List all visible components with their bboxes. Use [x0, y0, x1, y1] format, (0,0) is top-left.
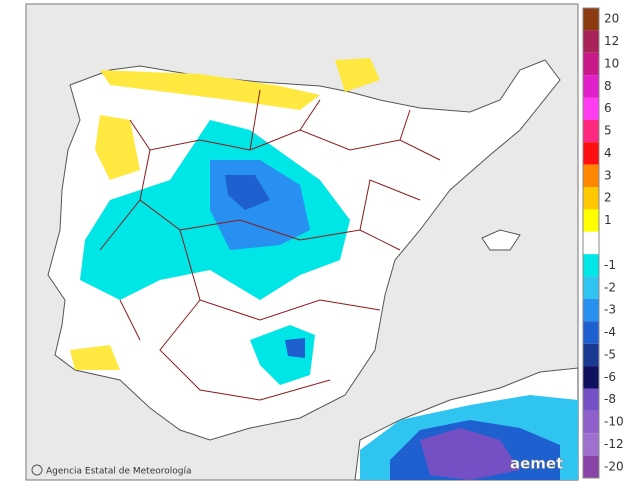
- legend-label: -2: [604, 280, 616, 294]
- legend-swatch: [583, 209, 599, 232]
- legend-label: -10: [604, 415, 624, 429]
- legend-swatch: [583, 276, 599, 299]
- legend-swatch: [583, 187, 599, 210]
- cold-area: [285, 338, 305, 358]
- credit: Agencia Estatal de Meteorología: [46, 467, 192, 477]
- legend-label: -3: [604, 303, 616, 317]
- legend-swatch: [583, 142, 599, 165]
- legend-swatch: [583, 298, 599, 322]
- legend-label: 6: [604, 101, 612, 115]
- legend-label: 3: [604, 168, 612, 182]
- legend-label: 4: [604, 146, 612, 160]
- legend-frame: [582, 7, 600, 479]
- warm-area: [95, 115, 140, 180]
- legend-swatch: [583, 254, 599, 277]
- warm-area: [70, 345, 120, 370]
- legend-swatch: [583, 321, 599, 344]
- legend-swatch: [583, 75, 599, 98]
- legend-label: -20: [604, 459, 624, 473]
- legend-gap: [583, 231, 599, 255]
- legend-swatch: [583, 119, 599, 143]
- legend-swatch: [583, 433, 599, 456]
- legend-swatch: [583, 52, 599, 76]
- legend-swatch: [583, 343, 599, 367]
- legend-swatch: [583, 30, 599, 53]
- legend-label: 10: [604, 56, 619, 70]
- legend-swatch: [583, 410, 599, 434]
- legend-label: -12: [604, 437, 624, 451]
- legend: 20 12 10 8 6 5 4 3 2 1 -1 -2 -3 -4 -5 -6 -8 -10 -12 -20: [582, 7, 624, 479]
- legend-label: -1: [604, 258, 616, 272]
- legend-swatch: [583, 164, 599, 188]
- warm-area: [100, 70, 320, 110]
- logo: aemet: [510, 455, 563, 473]
- island: [481, 229, 521, 251]
- legend-label: -4: [604, 325, 616, 339]
- legend-swatch: [583, 97, 599, 120]
- borders: [99, 89, 441, 401]
- warm-area: [335, 58, 380, 92]
- legend-swatch: [583, 8, 599, 31]
- legend-label: 20: [604, 12, 619, 26]
- logo-icon: [31, 464, 43, 476]
- legend-label: -5: [604, 347, 616, 361]
- legend-label: -6: [604, 370, 616, 384]
- legend-label: 12: [604, 34, 619, 48]
- legend-label: 8: [604, 79, 612, 93]
- legend-label: 5: [604, 124, 612, 138]
- legend-swatch: [583, 455, 599, 478]
- legend-swatch: [583, 388, 599, 411]
- cold-area: [225, 175, 270, 210]
- legend-label: -8: [604, 392, 616, 406]
- legend-swatch: [583, 366, 599, 389]
- legend-label: 2: [604, 191, 612, 205]
- cold-area: [420, 428, 520, 480]
- legend-label: 1: [604, 213, 612, 227]
